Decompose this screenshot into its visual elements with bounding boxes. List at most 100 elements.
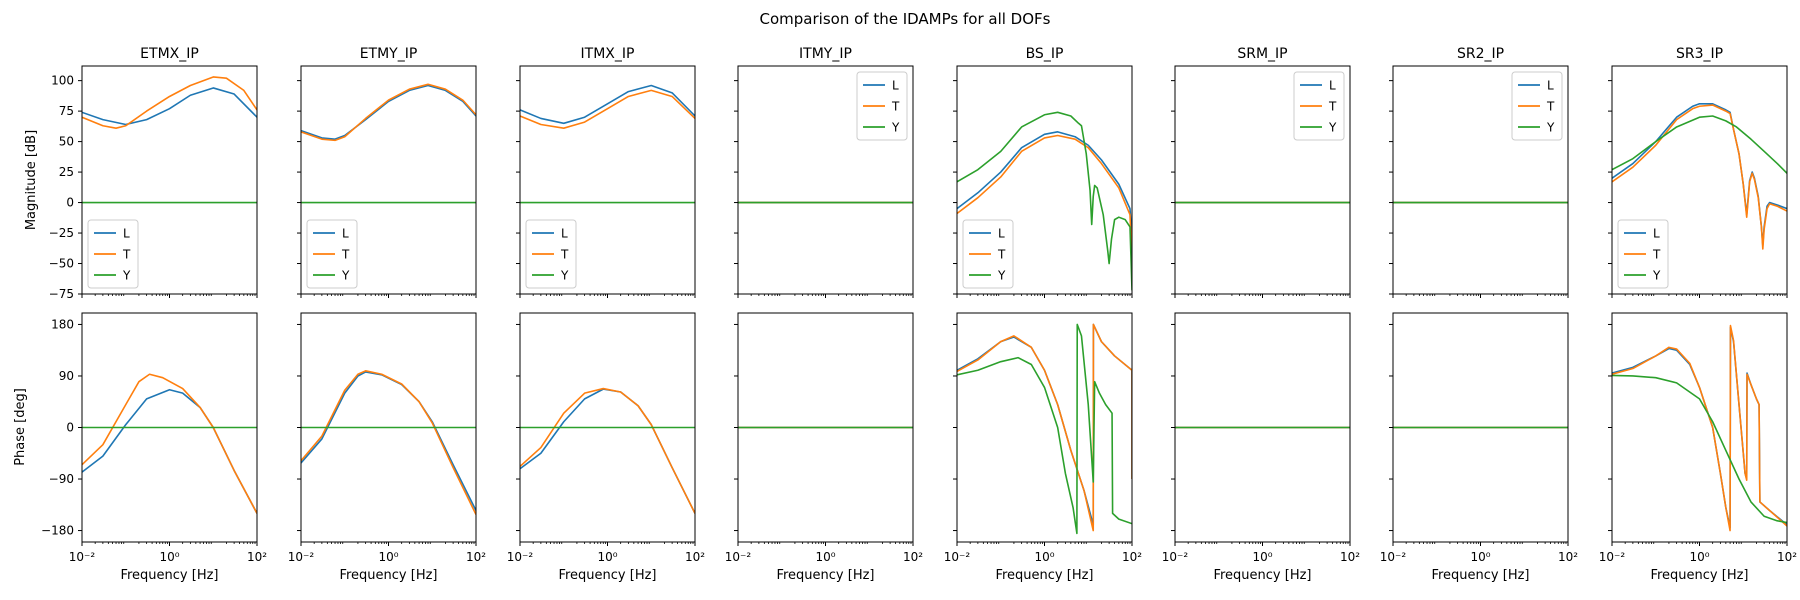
phase-frame (737, 312, 914, 543)
y-tick-label: 90 (59, 369, 74, 383)
panel-title: ITMX_IP (581, 46, 635, 62)
panel-title: SR2_IP (1457, 46, 1504, 62)
series-line-t (957, 134, 1132, 264)
phase-axes-sr2-ip: 10⁻² 10⁰ 10² Frequency [Hz] (1380, 312, 1578, 583)
magnitude-axes-srm-ip: LTY SRM_IP (1171, 46, 1351, 298)
y-tick-label: 0 (66, 421, 74, 435)
legend-label-t: T (122, 248, 131, 262)
x-tick-label: 10⁻² (725, 550, 752, 564)
y-tick-label: 180 (51, 317, 74, 331)
x-axis-label: Frequency [Hz] (558, 568, 656, 583)
x-tick-label: 10² (1122, 550, 1142, 564)
magnitude-axes-sr2-ip: LTY SR2_IP (1389, 46, 1569, 298)
x-axis-label: Frequency [Hz] (1213, 568, 1311, 583)
phase-frame (519, 312, 696, 543)
x-tick-label: 10⁻² (69, 550, 96, 564)
y-tick-label: −90 (49, 472, 74, 486)
panel-title: BS_IP (1026, 46, 1064, 62)
y-tick-label: 100 (51, 74, 74, 88)
x-tick-label: 10⁰ (159, 550, 179, 564)
series-line-t (301, 83, 476, 142)
x-axis-label: Frequency [Hz] (120, 568, 218, 583)
x-tick-label: 10² (1340, 550, 1360, 564)
legend-label-l: L (561, 227, 568, 241)
x-tick-label: 10⁻² (507, 550, 534, 564)
legend-label-y: Y (891, 121, 900, 135)
phase-axes-etmx-ip: −180 −90 0 90 180 10⁻² 10⁰ 10² Frequency [Hz] (41, 312, 267, 583)
phase-frame (956, 312, 1133, 543)
series-line-l (301, 84, 476, 140)
phase-axes-bs-ip: 10⁻² 10⁰ 10² Frequency [Hz] (944, 312, 1142, 583)
magnitude-ylabel: Magnitude [dB] (24, 130, 39, 230)
series-line-t (520, 89, 695, 129)
legend-label-t: T (891, 100, 900, 114)
panel-title: ETMX_IP (140, 46, 199, 62)
y-tick-label: 0 (66, 196, 74, 210)
legend: LTY (525, 219, 577, 289)
legend-label-y: Y (1652, 269, 1661, 283)
series-line-t (1612, 324, 1787, 532)
legend-label-t: T (997, 248, 1006, 262)
legend-label-t: T (341, 248, 350, 262)
legend-label-l: L (892, 79, 899, 93)
y-tick-label: −75 (49, 287, 74, 301)
x-tick-label: 10² (685, 550, 705, 564)
magnitude-frame (1174, 65, 1351, 295)
x-tick-label: 10⁰ (597, 550, 617, 564)
x-tick-label: 10⁻² (288, 550, 315, 564)
phase-axes-itmy-ip: 10⁻² 10⁰ 10² Frequency [Hz] (725, 312, 923, 583)
magnitude-frame (956, 65, 1133, 295)
series-line-y (1612, 374, 1787, 524)
x-tick-label: 10⁰ (378, 550, 398, 564)
series-line-l (82, 87, 257, 126)
magnitude-axes-etmy-ip: LTY ETMY_IP (297, 46, 477, 298)
legend-label-y: Y (122, 269, 131, 283)
legend-label-l: L (1329, 79, 1336, 93)
x-tick-label: 10⁻² (1380, 550, 1407, 564)
legend-label-y: Y (560, 269, 569, 283)
x-tick-label: 10⁻² (1599, 550, 1626, 564)
x-tick-label: 10² (466, 550, 486, 564)
series-line-t (957, 323, 1132, 532)
series-line-t (82, 76, 257, 129)
series-line-l (957, 131, 1132, 240)
legend-label-l: L (342, 227, 349, 241)
legend-label-y: Y (341, 269, 350, 283)
legend-label-y: Y (1328, 121, 1337, 135)
x-tick-label: 10² (903, 550, 923, 564)
x-axis-label: Frequency [Hz] (995, 568, 1093, 583)
phase-axes-itmx-ip: 10⁻² 10⁰ 10² Frequency [Hz] (507, 312, 705, 583)
magnitude-frame (519, 65, 696, 295)
legend: LTY (87, 219, 139, 289)
x-tick-label: 10² (1777, 550, 1797, 564)
magnitude-frame (300, 65, 477, 295)
x-axis-label: Frequency [Hz] (776, 568, 874, 583)
y-tick-label: −50 (49, 257, 74, 271)
phase-frame (1174, 312, 1351, 543)
legend: LTY (306, 219, 358, 289)
magnitude-frame (1611, 65, 1788, 295)
y-tick-label: 25 (59, 165, 74, 179)
series-line-y (957, 111, 1132, 291)
x-tick-label: 10² (1558, 550, 1578, 564)
legend-label-l: L (1547, 79, 1554, 93)
x-tick-label: 10⁰ (1689, 550, 1709, 564)
legend-label-l: L (123, 227, 130, 241)
x-tick-label: 10⁰ (1034, 550, 1054, 564)
series-line-t (301, 370, 476, 515)
phase-frame (1392, 312, 1569, 543)
y-tick-label: −180 (41, 524, 74, 538)
panel-title: SRM_IP (1237, 46, 1287, 62)
y-tick-label: 75 (59, 104, 74, 118)
panel-title: SR3_IP (1676, 46, 1723, 62)
phase-frame (1611, 312, 1788, 543)
series-line-l (520, 84, 695, 125)
legend: LTY (962, 219, 1014, 289)
magnitude-axes-etmx-ip: −75 −50 −25 0 25 50 75 100 LTY ETMX_IP (49, 46, 258, 301)
y-tick-label: 50 (59, 135, 74, 149)
legend-label-t: T (1546, 100, 1555, 114)
figure-title: Comparison of the IDAMPs for all DOFs (760, 10, 1051, 28)
series-line-t (82, 373, 257, 514)
legend-label-l: L (998, 227, 1005, 241)
